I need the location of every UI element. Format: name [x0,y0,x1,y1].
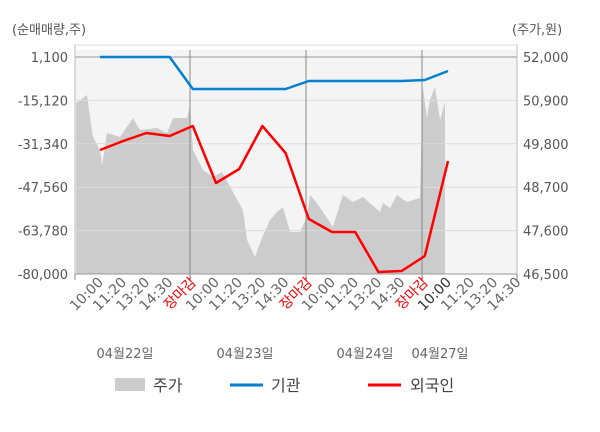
left-tick-label: -63,780 [18,225,68,240]
series-line-institution [100,55,449,91]
legend-swatch-price [115,378,145,391]
left-tick-label: -47,560 [18,181,68,196]
right-tick-label: 49,800 [523,138,569,153]
right-tick-label: 48,700 [523,181,569,196]
left-tick-label: -31,340 [18,138,68,153]
date-label: 04월24일 [336,347,393,362]
date-label: 04월23일 [216,347,273,362]
right-tick-label: 47,600 [523,225,569,240]
left-tick-label: 1,100 [31,51,68,66]
right-tick-label: 50,900 [523,94,569,109]
left-axis-unit: (순매매량,주) [12,23,86,38]
right-axis-unit: (주가,원) [512,23,562,38]
date-label: 04월22일 [96,347,153,362]
legend-label-foreign: 외국인 [410,376,454,395]
legend-label-price: 주가 [153,376,183,395]
price-area [76,87,445,274]
series-line-foreign [99,124,450,274]
date-label: 04월27일 [411,347,468,362]
right-tick-label: 46,500 [523,268,569,283]
right-tick-label: 52,000 [523,51,569,66]
left-tick-label: -15,120 [18,94,68,109]
legend-label-institution: 기관 [271,376,301,395]
left-tick-label: -80,000 [18,268,68,283]
